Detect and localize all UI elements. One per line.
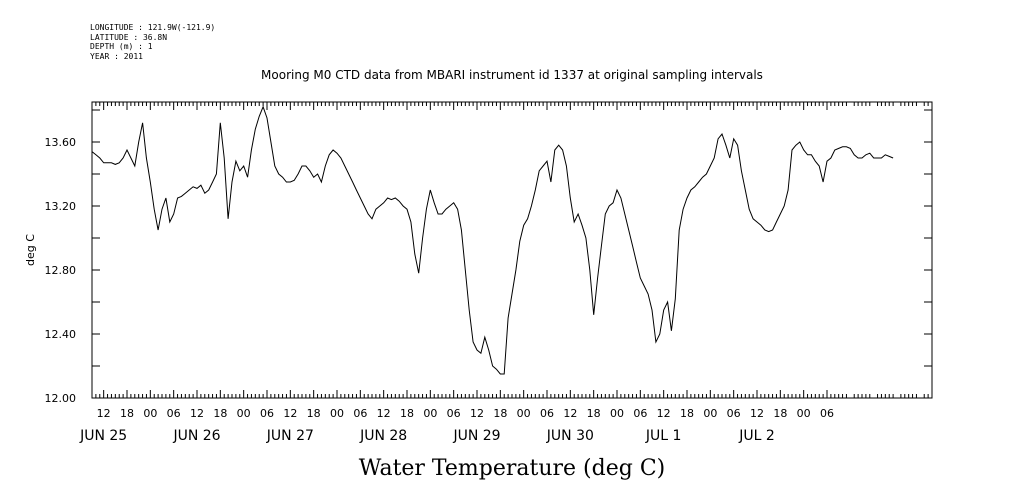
x-hour-label: 18	[587, 407, 601, 420]
x-hour-label: 12	[377, 407, 391, 420]
y-tick-label: 12.40	[45, 328, 77, 341]
year-text: YEAR : 2011	[90, 51, 143, 61]
x-hour-label: 00	[797, 407, 811, 420]
y-axis: 12.00 12.40 12.80 13.20 13.60	[45, 109, 932, 405]
x-hour-label: 12	[750, 407, 764, 420]
chart-title: Mooring M0 CTD data from MBARI instrumen…	[261, 68, 763, 82]
plot-frame	[91, 101, 933, 399]
x-hour-label: 18	[213, 407, 227, 420]
x-hour-label: 00	[237, 407, 251, 420]
x-date-label: JUL 2	[738, 428, 775, 444]
depth-text: DEPTH (m) : 1	[90, 42, 153, 51]
x-hour-label: 18	[307, 407, 321, 420]
x-date-label: JUN 30	[546, 428, 594, 444]
x-hour-label: 18	[120, 407, 134, 420]
x-hour-label: 18	[400, 407, 414, 420]
y-tick-label: 13.60	[45, 136, 77, 149]
metadata-block: LONGITUDE : 121.9W(-121.9) LATITUDE : 36…	[90, 23, 215, 61]
y-tick-label: 12.00	[45, 392, 77, 405]
water-temperature-series-line	[91, 105, 894, 375]
x-hour-label: 00	[610, 407, 624, 420]
x-axis-title: Water Temperature (deg C)	[359, 456, 666, 481]
x-hour-label: 06	[633, 407, 647, 420]
x-hour-label: 06	[167, 407, 181, 420]
x-date-label: JUN 29	[452, 428, 500, 444]
x-hour-label: 12	[657, 407, 671, 420]
x-date-label: JUN 28	[359, 428, 407, 444]
x-hour-label: 00	[703, 407, 717, 420]
longitude-text: LONGITUDE : 121.9W(-121.9)	[90, 23, 216, 32]
x-date-label: JUN 25	[79, 428, 127, 444]
y-tick-label: 13.20	[45, 200, 77, 213]
x-hour-label: 06	[353, 407, 367, 420]
x-date-label: JUN 27	[266, 428, 314, 444]
x-hour-label: 06	[260, 407, 274, 420]
y-axis-label: deg C	[24, 234, 37, 266]
x-hour-label: 00	[423, 407, 437, 420]
x-hour-label: 06	[820, 407, 834, 420]
x-date-label: JUN 26	[172, 428, 220, 444]
x-date-label: JUL 1	[645, 428, 682, 444]
y-tick-label: 12.80	[45, 264, 77, 277]
x-hour-label: 00	[330, 407, 344, 420]
x-hour-label: 06	[727, 407, 741, 420]
x-hour-label: 12	[190, 407, 204, 420]
x-hour-label: 00	[517, 407, 531, 420]
latitude-text: LATITUDE : 36.8N	[90, 32, 168, 42]
x-hour-label: 12	[283, 407, 297, 420]
x-hour-label: 18	[680, 407, 694, 420]
x-hour-label: 06	[447, 407, 461, 420]
x-hour-label: 00	[143, 407, 157, 420]
x-hour-label: 12	[563, 407, 577, 420]
x-hour-label: 06	[540, 407, 554, 420]
x-hour-label: 18	[773, 407, 787, 420]
x-hour-label: 12	[97, 407, 111, 420]
x-hour-label: 12	[470, 407, 484, 420]
x-axis: 12 18 00 06 12 18 00 06 12 18 00 06 12 18 00 06 12 18 00 06…	[79, 102, 933, 444]
x-hour-label: 18	[493, 407, 507, 420]
